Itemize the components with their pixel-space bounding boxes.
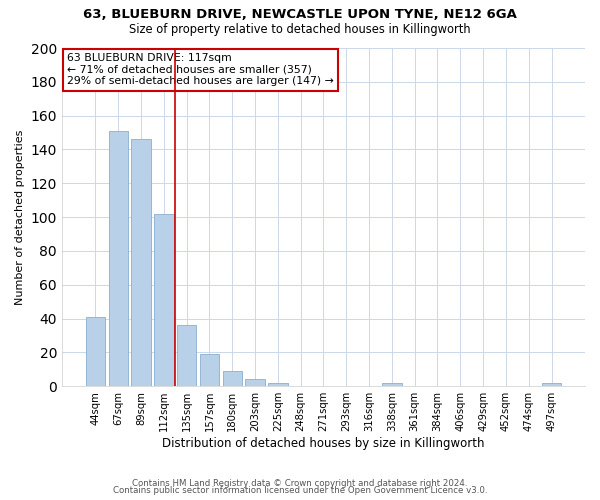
Bar <box>542 383 561 386</box>
Bar <box>245 380 265 386</box>
Bar <box>86 317 105 386</box>
Bar <box>200 354 219 386</box>
Bar <box>177 326 196 386</box>
Bar <box>109 131 128 386</box>
X-axis label: Distribution of detached houses by size in Killingworth: Distribution of detached houses by size … <box>162 437 485 450</box>
Bar <box>154 214 173 386</box>
Text: Contains public sector information licensed under the Open Government Licence v3: Contains public sector information licen… <box>113 486 487 495</box>
Text: Contains HM Land Registry data © Crown copyright and database right 2024.: Contains HM Land Registry data © Crown c… <box>132 478 468 488</box>
Text: 63 BLUEBURN DRIVE: 117sqm
← 71% of detached houses are smaller (357)
29% of semi: 63 BLUEBURN DRIVE: 117sqm ← 71% of detac… <box>67 53 334 86</box>
Y-axis label: Number of detached properties: Number of detached properties <box>15 130 25 305</box>
Bar <box>223 371 242 386</box>
Bar <box>268 383 287 386</box>
Bar <box>382 383 401 386</box>
Text: 63, BLUEBURN DRIVE, NEWCASTLE UPON TYNE, NE12 6GA: 63, BLUEBURN DRIVE, NEWCASTLE UPON TYNE,… <box>83 8 517 20</box>
Bar <box>131 140 151 386</box>
Text: Size of property relative to detached houses in Killingworth: Size of property relative to detached ho… <box>129 22 471 36</box>
